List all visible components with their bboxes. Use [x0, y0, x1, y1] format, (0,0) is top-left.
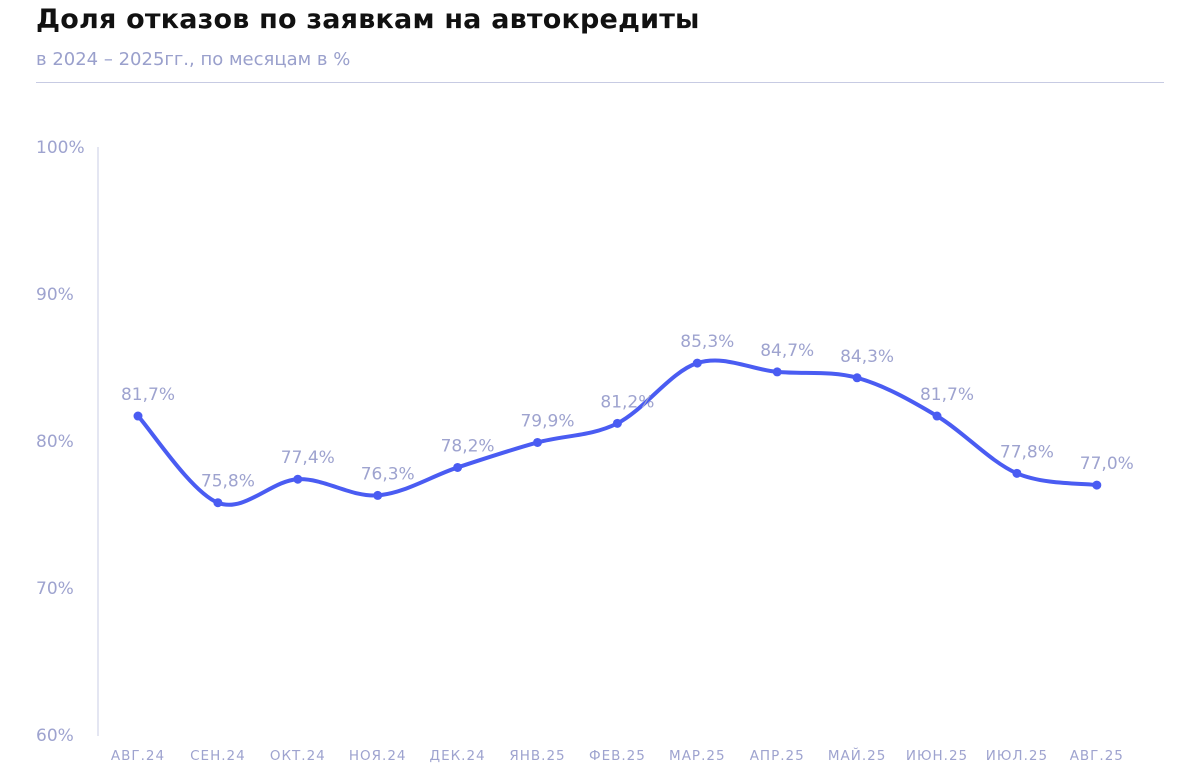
x-tick-label: ЯНВ.25	[509, 748, 565, 764]
header-divider	[36, 82, 1164, 83]
data-point	[213, 498, 223, 508]
data-label: 75,8%	[201, 472, 255, 492]
x-tick-label: ДЕК.24	[430, 748, 486, 764]
data-label: 81,7%	[121, 385, 175, 405]
data-label: 77,0%	[1080, 454, 1134, 474]
chart-subtitle: в 2024 – 2025гг., по месяцам в %	[36, 49, 351, 70]
y-tick-label: 60%	[36, 726, 74, 746]
x-tick-label: ОКТ.24	[270, 748, 326, 764]
data-label: 85,3%	[680, 332, 734, 352]
data-point	[772, 367, 782, 377]
x-tick-label: МАЙ.25	[828, 746, 886, 764]
data-point	[852, 373, 862, 383]
x-tick-label: АПР.25	[750, 748, 805, 764]
data-label: 81,2%	[600, 392, 654, 412]
y-tick-label: 70%	[36, 579, 74, 599]
data-point	[373, 490, 383, 500]
x-tick-label: НОЯ.24	[349, 748, 407, 764]
data-label: 84,7%	[760, 341, 814, 361]
y-tick-label: 100%	[36, 138, 85, 158]
data-label: 77,8%	[1000, 442, 1054, 462]
data-label: 81,7%	[920, 385, 974, 405]
x-tick-label: АВГ.24	[111, 748, 165, 764]
y-tick-label: 80%	[36, 432, 74, 452]
y-tick-label: 90%	[36, 285, 74, 305]
data-point	[293, 474, 303, 484]
series: 81,7% 75,8% 77,4% 76,3% 78,2% 79,9% 81,2% 85,3%…	[121, 332, 1134, 508]
x-tick-label: СЕН.24	[190, 748, 246, 764]
x-tick-label: ФЕВ.25	[589, 748, 646, 764]
x-tick-label: МАР.25	[669, 748, 726, 764]
series-line	[136, 358, 1099, 507]
data-point	[453, 462, 463, 472]
data-label: 79,9%	[520, 411, 574, 431]
data-point	[1012, 468, 1022, 478]
data-label: 77,4%	[281, 448, 335, 468]
data-label: 76,3%	[361, 464, 415, 484]
x-tick-label: ИЮН.25	[906, 748, 968, 764]
chart-title: Доля отказов по заявкам на автокредиты	[36, 4, 700, 35]
data-point	[612, 418, 622, 428]
data-label: 78,2%	[441, 436, 495, 456]
data-point	[692, 358, 702, 368]
data-point	[533, 437, 542, 447]
data-point	[1092, 480, 1102, 490]
x-axis: АВГ.24 СЕН.24 ОКТ.24 НОЯ.24 ДЕК.24 ЯНВ.25 ФЕВ.…	[111, 746, 1124, 764]
data-point	[133, 411, 143, 421]
x-tick-label: АВГ.25	[1070, 748, 1124, 764]
data-point	[932, 411, 942, 421]
x-tick-label: ИЮЛ.25	[986, 748, 1048, 764]
data-label: 84,3%	[840, 347, 894, 367]
y-axis: 60% 70% 80% 90% 100%	[36, 138, 99, 746]
